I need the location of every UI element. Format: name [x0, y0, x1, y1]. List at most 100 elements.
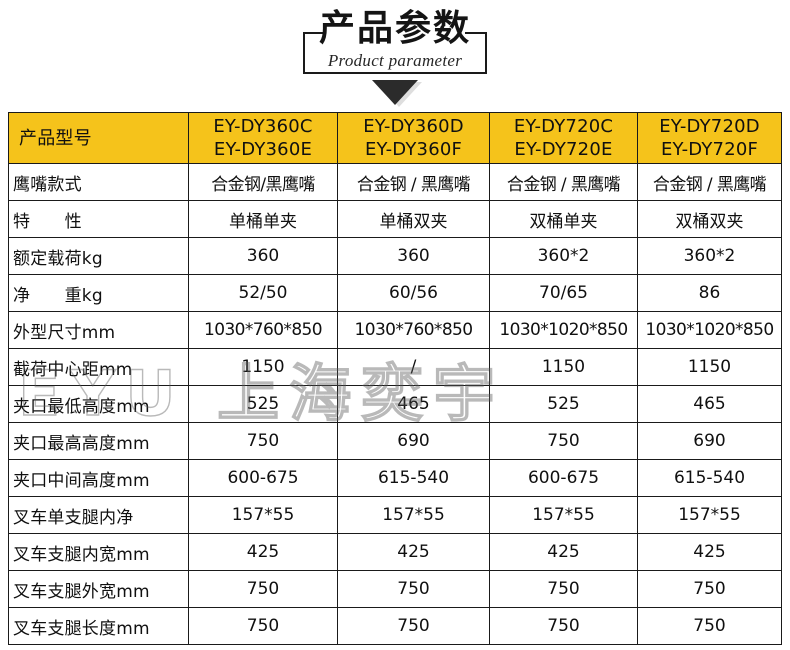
row-label: 叉车支腿外宽mm	[8, 570, 189, 608]
row-label: 特 性	[8, 200, 189, 238]
row-value: 86	[637, 274, 782, 312]
header-label: 产品型号	[8, 112, 189, 164]
row-value: 750	[489, 607, 638, 645]
row-value: 425	[337, 533, 490, 571]
row-value: 单桶双夹	[337, 200, 490, 238]
page-title: 产品参数	[318, 8, 471, 49]
table-row: 截荷中心距mm 1150 / 1150 1150	[8, 348, 782, 386]
row-value: 157*55	[188, 496, 338, 534]
row-label: 夹口最高高度mm	[8, 422, 189, 460]
row-label: 叉车支腿内宽mm	[8, 533, 189, 571]
row-value: 60/56	[337, 274, 490, 312]
page-subtitle: Product parameter	[327, 51, 463, 70]
row-value: 615-540	[337, 459, 490, 497]
row-value: 425	[489, 533, 638, 571]
row-value: 750	[337, 607, 490, 645]
table-row: 鹰嘴款式 合金钢/黑鹰嘴 合金钢 / 黑鹰嘴 合金钢 / 黑鹰嘴 合金钢 / 黑…	[8, 163, 782, 201]
table-row: 叉车单支腿内净 157*55 157*55 157*55 157*55	[8, 496, 782, 534]
model-code-top: EY-DY720D	[659, 116, 760, 137]
triangle-down-icon	[372, 80, 418, 105]
row-value: 360	[337, 237, 490, 275]
row-value: 750	[188, 422, 338, 460]
row-value: 600-675	[188, 459, 338, 497]
row-value: 425	[637, 533, 782, 571]
table-header-row: 产品型号 EY-DY360C EY-DY360E EY-DY360D EY-DY…	[8, 112, 782, 164]
row-label: 叉车支腿长度mm	[8, 607, 189, 645]
row-value: 157*55	[489, 496, 638, 534]
row-value: 690	[637, 422, 782, 460]
row-label: 截荷中心距mm	[8, 348, 189, 386]
row-value: 1030*1020*850	[489, 311, 638, 349]
row-value: 525	[489, 385, 638, 423]
row-label: 净 重kg	[8, 274, 189, 312]
row-value: 52/50	[188, 274, 338, 312]
table-row: 特 性 单桶单夹 单桶双夹 双桶单夹 双桶双夹	[8, 200, 782, 238]
row-value: 425	[188, 533, 338, 571]
row-value: 750	[637, 607, 782, 645]
row-value: 750	[489, 422, 638, 460]
row-label: 外型尺寸mm	[8, 311, 189, 349]
row-value: 615-540	[637, 459, 782, 497]
table-row: 夹口中间高度mm 600-675 615-540 600-675 615-540	[8, 459, 782, 497]
row-value: 750	[188, 570, 338, 608]
model-code-bottom: EY-DY360E	[213, 139, 313, 160]
row-value: 1150	[489, 348, 638, 386]
table-row: 叉车支腿内宽mm 425 425 425 425	[8, 533, 782, 571]
table-row: 外型尺寸mm 1030*760*850 1030*760*850 1030*10…	[8, 311, 782, 349]
row-value: 750	[188, 607, 338, 645]
model-code-bottom: EY-DY720E	[514, 139, 613, 160]
row-value: 双桶单夹	[489, 200, 638, 238]
model-code-top: EY-DY360C	[213, 116, 313, 137]
row-value: /	[337, 348, 490, 386]
table-row: 夹口最低高度mm 525 465 525 465	[8, 385, 782, 423]
table-row: 叉车支腿长度mm 750 750 750 750	[8, 607, 782, 645]
row-value: 360*2	[489, 237, 638, 275]
header-model-col-1: EY-DY360C EY-DY360E	[188, 112, 338, 164]
row-value: 合金钢/黑鹰嘴	[188, 163, 338, 201]
row-value: 750	[337, 570, 490, 608]
row-value: 1150	[637, 348, 782, 386]
row-value: 690	[337, 422, 490, 460]
row-value: 465	[637, 385, 782, 423]
row-value: 双桶双夹	[637, 200, 782, 238]
table-row: 净 重kg 52/50 60/56 70/65 86	[8, 274, 782, 312]
row-value: 157*55	[337, 496, 490, 534]
row-value: 157*55	[637, 496, 782, 534]
model-code-top: EY-DY360D	[363, 116, 464, 137]
row-value: 525	[188, 385, 338, 423]
row-value: 70/65	[489, 274, 638, 312]
row-value: 750	[637, 570, 782, 608]
row-label: 叉车单支腿内净	[8, 496, 189, 534]
header-model-col-2: EY-DY360D EY-DY360F	[337, 112, 490, 164]
model-code-top: EY-DY720C	[513, 116, 614, 137]
row-value: 465	[337, 385, 490, 423]
table-row: 额定载荷kg 360 360 360*2 360*2	[8, 237, 782, 275]
header-model-col-4: EY-DY720D EY-DY720F	[637, 112, 782, 164]
row-value: 600-675	[489, 459, 638, 497]
row-value: 合金钢 / 黑鹰嘴	[489, 163, 638, 201]
product-parameter-banner: 产品参数 Product parameter	[0, 0, 790, 107]
title-frame	[303, 32, 487, 74]
row-value: 1030*760*850	[188, 311, 338, 349]
model-code-bottom: EY-DY360F	[364, 139, 463, 160]
table-row: 叉车支腿外宽mm 750 750 750 750	[8, 570, 782, 608]
model-code-bottom: EY-DY720F	[660, 139, 759, 160]
row-label: 夹口最低高度mm	[8, 385, 189, 423]
row-value: 750	[489, 570, 638, 608]
row-value: 360	[188, 237, 338, 275]
header-model-col-3: EY-DY720C EY-DY720E	[489, 112, 638, 164]
row-value: 合金钢 / 黑鹰嘴	[337, 163, 490, 201]
row-label: 夹口中间高度mm	[8, 459, 189, 497]
row-value: 合金钢 / 黑鹰嘴	[637, 163, 782, 201]
row-value: 1030*760*850	[337, 311, 490, 349]
spec-table-body: 产品型号 EY-DY360C EY-DY360E EY-DY360D EY-DY…	[8, 112, 782, 645]
table-row: 夹口最高高度mm 750 690 750 690	[8, 422, 782, 460]
row-value: 360*2	[637, 237, 782, 275]
spec-table-container: 产品型号 EY-DY360C EY-DY360E EY-DY360D EY-DY…	[8, 112, 782, 645]
row-label: 额定载荷kg	[8, 237, 189, 275]
row-value: 1150	[188, 348, 338, 386]
row-label: 鹰嘴款式	[8, 163, 189, 201]
row-value: 单桶单夹	[188, 200, 338, 238]
product-spec-table: 产品型号 EY-DY360C EY-DY360E EY-DY360D EY-DY…	[8, 112, 782, 645]
row-value: 1030*1020*850	[637, 311, 782, 349]
